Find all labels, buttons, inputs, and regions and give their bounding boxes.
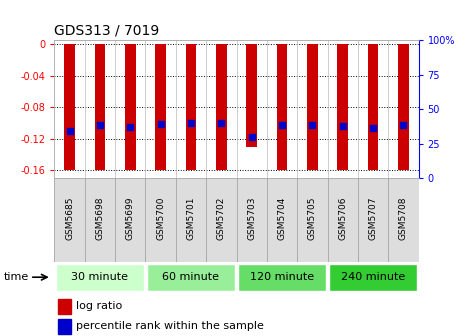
Bar [64,44,75,170]
Text: GSM5708: GSM5708 [399,197,408,240]
Text: GDS313 / 7019: GDS313 / 7019 [54,24,160,38]
Bar [267,178,297,262]
Text: GSM5698: GSM5698 [96,197,105,240]
Text: GSM5701: GSM5701 [186,197,195,240]
Point [187,120,195,126]
Text: 240 minute: 240 minute [341,272,405,282]
Bar [155,44,166,170]
Bar [337,44,348,170]
Bar [368,44,378,170]
Bar [297,178,327,262]
Bar [95,44,105,170]
Bar [398,44,409,170]
Point [278,123,286,128]
Bar [147,263,235,291]
Bar [277,44,287,170]
Point [66,128,73,133]
Bar [327,178,358,262]
Bar [186,44,196,170]
Text: GSM5705: GSM5705 [308,197,317,240]
Bar [246,44,257,146]
Bar [216,44,227,170]
Bar [125,44,136,170]
Point [400,123,407,128]
Bar [145,178,176,262]
Point [339,123,347,129]
Text: GSM5699: GSM5699 [126,197,135,240]
Bar [85,178,115,262]
Text: GSM5702: GSM5702 [217,197,226,240]
Point [369,126,377,131]
Bar [358,178,388,262]
Text: 30 minute: 30 minute [71,272,129,282]
Point [218,120,225,126]
Text: GSM5704: GSM5704 [278,197,287,240]
Bar [307,44,318,170]
Bar [54,178,85,262]
Text: time: time [4,272,29,282]
Text: GSM5707: GSM5707 [368,197,377,240]
Point [157,121,165,126]
Text: GSM5700: GSM5700 [156,197,165,240]
Text: log ratio: log ratio [76,301,123,311]
Text: GSM5703: GSM5703 [247,197,256,240]
Text: percentile rank within the sample: percentile rank within the sample [76,321,264,331]
Text: 120 minute: 120 minute [250,272,314,282]
Text: GSM5685: GSM5685 [65,197,74,240]
Bar [329,263,417,291]
Point [248,134,255,140]
Bar [115,178,146,262]
Bar [56,263,144,291]
Bar [176,178,206,262]
Point [96,123,104,128]
Bar [238,263,326,291]
Point [126,124,134,130]
Point [308,123,316,128]
Text: 60 minute: 60 minute [162,272,219,282]
Bar [388,178,419,262]
Bar [236,178,267,262]
Bar [206,178,236,262]
Bar [58,298,71,314]
Bar [58,319,71,334]
Text: GSM5706: GSM5706 [338,197,347,240]
